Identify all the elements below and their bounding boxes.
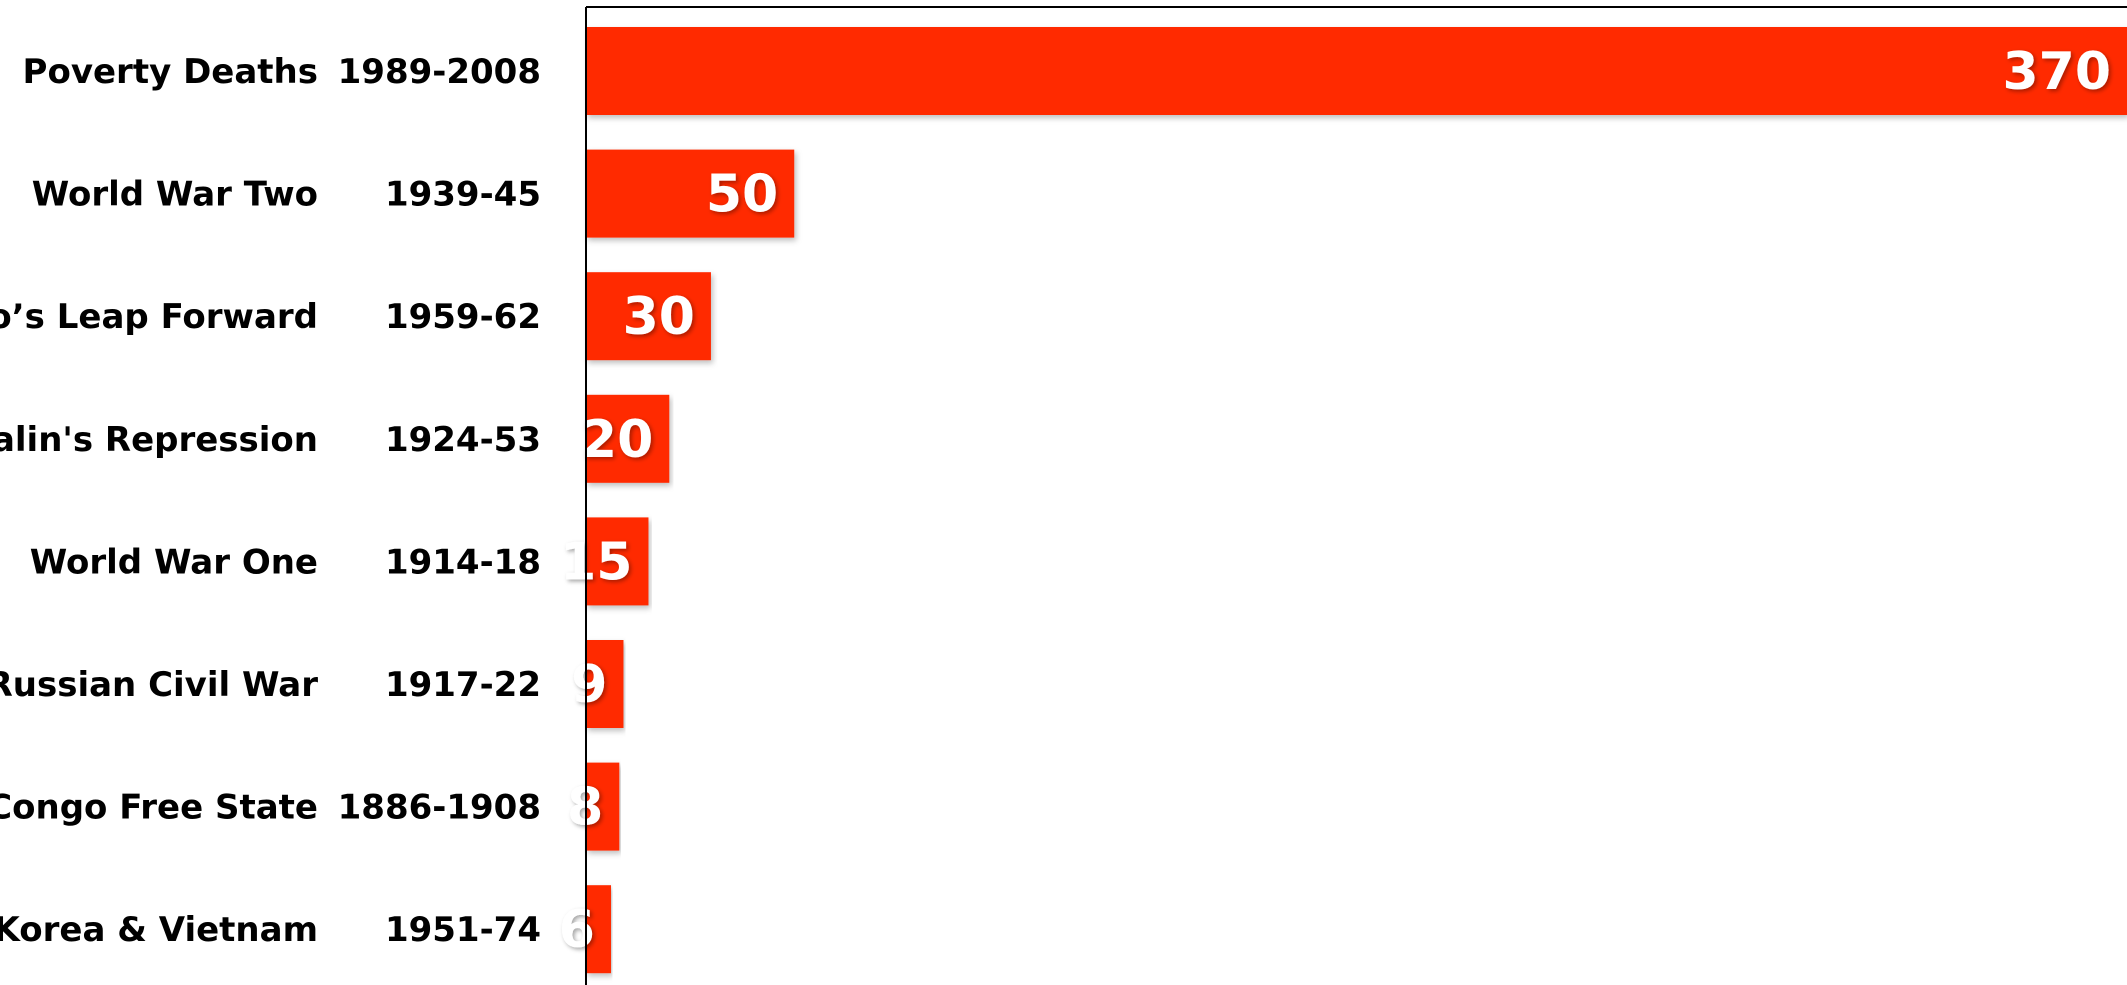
value-label: 15 — [560, 532, 632, 592]
bar — [586, 885, 611, 974]
bar — [586, 272, 711, 361]
value-label: 50 — [706, 165, 778, 225]
category-labels-group: Poverty Deaths 1989-2008 World War Two 1939… — [0, 52, 541, 950]
value-label: 30 — [623, 287, 695, 347]
category-period-label: 1914-18 — [385, 542, 541, 582]
category-name-label: Poverty Deaths — [23, 52, 318, 92]
category-period-label: 1959-62 — [385, 297, 541, 337]
category-name-label: Stalin's Repression — [0, 420, 318, 460]
bar — [586, 640, 624, 728]
category-period-label: 1939-45 — [385, 175, 541, 215]
category-name-label: Mao’s Leap Forward — [0, 297, 318, 337]
category-name-label: Korea & Vietnam — [0, 910, 318, 950]
category-name-label: World War One — [30, 542, 318, 582]
category-period-label: 1924-53 — [385, 420, 541, 460]
category-period-label: 1951-74 — [385, 910, 541, 950]
bar — [586, 762, 620, 851]
category-name-label: Russian Civil War — [0, 665, 318, 705]
value-label: 6 — [559, 900, 595, 960]
bars-group — [586, 27, 2127, 974]
bar — [586, 394, 670, 483]
value-label: 9 — [571, 655, 607, 715]
category-period-label: 1886-1908 — [338, 788, 541, 828]
bar — [586, 149, 795, 238]
category-name-label: Congo Free State — [0, 788, 318, 828]
category-name-label: World War Two — [32, 175, 318, 215]
category-period-label: 1989-2008 — [338, 52, 541, 92]
category-period-label: 1917-22 — [385, 665, 541, 705]
value-label: 20 — [581, 410, 653, 470]
value-label: 370 — [2002, 42, 2111, 102]
bar — [586, 517, 649, 606]
bar — [586, 27, 2127, 115]
